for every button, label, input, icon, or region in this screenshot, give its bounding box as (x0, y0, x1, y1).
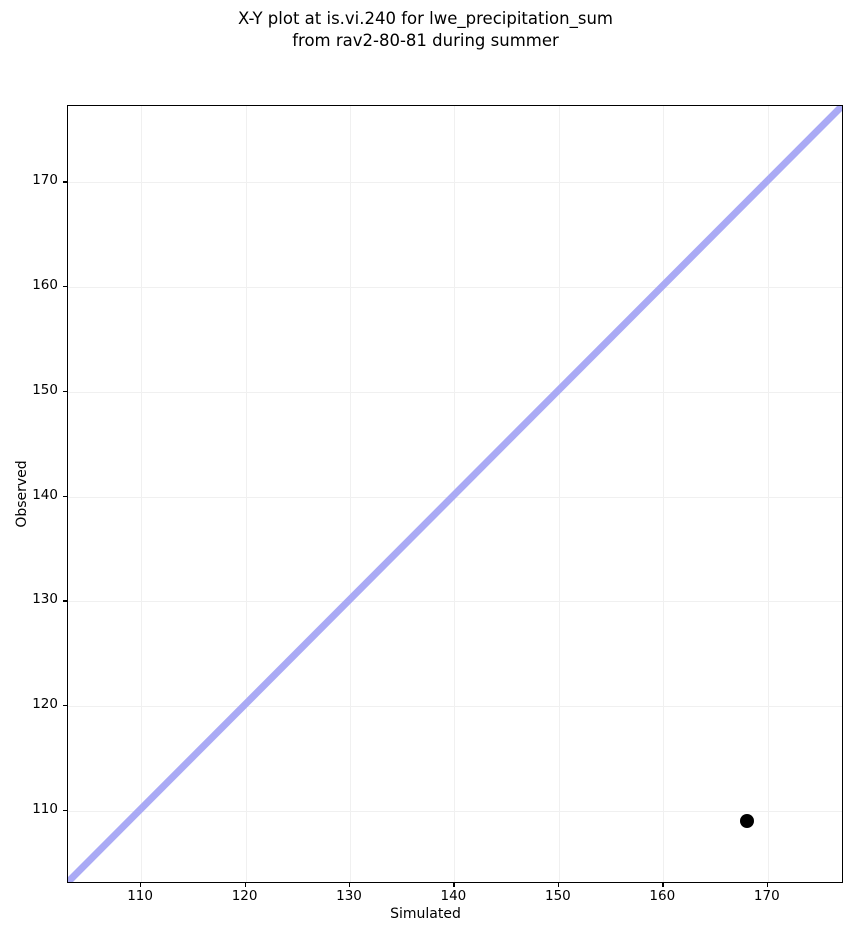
y-tick-mark-150 (63, 390, 67, 393)
x-tick-label-110: 110 (127, 888, 153, 904)
x-tick-label-130: 130 (336, 888, 362, 904)
x-axis-label: Simulated (390, 906, 461, 922)
x-tick-label-170: 170 (753, 888, 780, 904)
x-tick-mark-120 (244, 883, 246, 887)
plot-area (67, 105, 843, 883)
gridline-x-120 (245, 106, 247, 882)
one-to-one-reference-line (68, 106, 842, 882)
x-tick-label-160: 160 (649, 888, 676, 904)
y-tick-label-160: 160 (32, 277, 58, 294)
gridline-y-170 (68, 182, 842, 184)
x-tick-label-140: 140 (440, 888, 467, 904)
y-tick-mark-140 (63, 495, 67, 497)
gridline-x-170 (767, 106, 769, 882)
data-point (739, 814, 754, 829)
y-tick-mark-120 (63, 705, 67, 707)
gridline-x-160 (663, 106, 665, 882)
y-tick-mark-110 (63, 809, 67, 811)
chart-title-line-2: from rav2-80-81 during summer (292, 31, 559, 50)
x-tick-mark-160 (662, 883, 664, 887)
gridline-x-130 (350, 106, 351, 882)
gridline-y-130 (68, 601, 842, 603)
y-tick-label-140: 140 (32, 486, 58, 503)
gridline-y-110 (68, 810, 842, 812)
x-tick-mark-140 (453, 883, 455, 887)
x-tick-mark-150 (557, 883, 560, 887)
y-tick-mark-170 (63, 181, 67, 183)
y-tick-label-120: 120 (32, 696, 58, 712)
x-tick-mark-170 (766, 883, 769, 887)
y-tick-label-170: 170 (32, 172, 58, 189)
chart-title: X-Y plot at is.vi.240 for lwe_precipitat… (0, 8, 851, 52)
y-tick-label-130: 130 (32, 591, 58, 608)
gridline-y-160 (68, 287, 842, 289)
chart-title-line-1: X-Y plot at is.vi.240 for lwe_precipitat… (238, 9, 613, 28)
y-tick-label-150: 150 (32, 381, 58, 398)
x-tick-mark-110 (140, 883, 142, 887)
y-tick-mark-130 (63, 600, 67, 602)
gridline-x-150 (558, 106, 560, 882)
gridline-y-150 (68, 391, 842, 393)
x-tick-mark-130 (349, 883, 351, 887)
gridline-x-110 (141, 106, 143, 882)
x-tick-label-150: 150 (545, 888, 571, 904)
y-axis-label: Observed (14, 460, 30, 528)
x-tick-label-120: 120 (231, 888, 258, 904)
y-tick-mark-160 (63, 286, 67, 288)
y-tick-label-110: 110 (32, 800, 58, 817)
gridline-y-120 (68, 706, 842, 707)
